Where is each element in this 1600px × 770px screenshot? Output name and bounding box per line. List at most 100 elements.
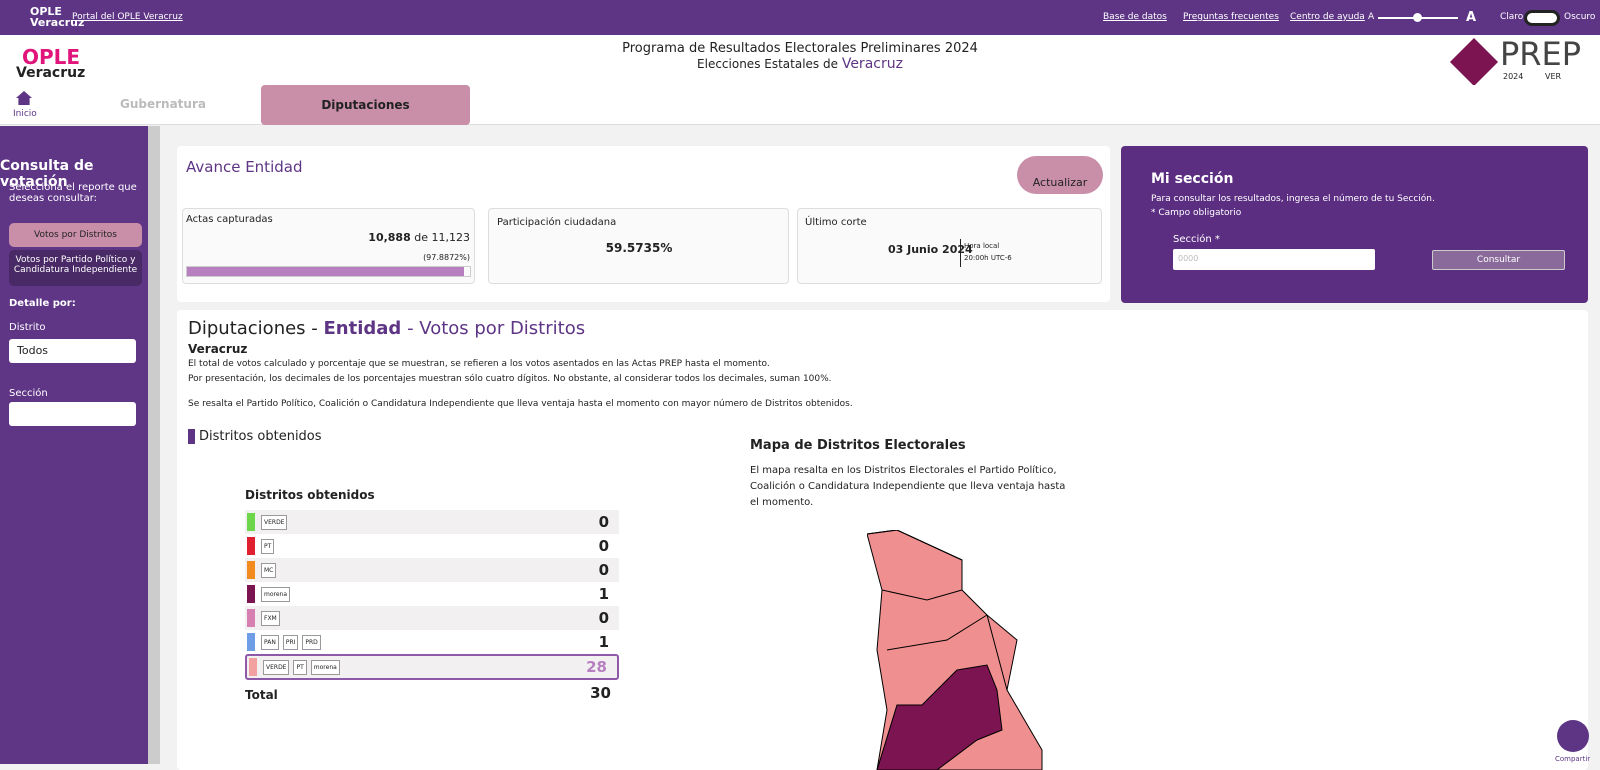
table-row[interactable]: VERDE 0 [245,510,619,534]
party-color [247,513,255,531]
label: Participación ciudadana [497,217,617,228]
map [867,530,1043,770]
header-title: Programa de Resultados Electorales Preli… [622,41,978,56]
divider [960,239,961,267]
table: VERDE 0 PT 0 MC 0 morena 1 FXM 0 PAN PRI PRD 1 VERDE PT… [245,510,619,680]
link[interactable]: Portal del OPLE Veracruz [72,12,183,22]
font-small[interactable]: A [1368,12,1375,22]
progress-track [186,266,471,277]
table-row[interactable]: morena 1 [245,582,619,606]
theme-toggle[interactable] [1524,10,1560,26]
title: Mi sección [1151,171,1234,187]
state: Veracruz [841,56,903,72]
detail: Detalle por: [9,298,76,309]
party-color [247,537,255,555]
map-text: El mapa resalta en los Distritos Elector… [750,465,1066,508]
label: Sección * [1173,234,1220,245]
state: Veracruz [188,342,248,356]
home[interactable]: Inicio [13,109,37,119]
districts: 0 [598,561,609,579]
table-row[interactable]: MC 0 [245,558,619,582]
option[interactable]: Votos por Partido Político y Candidatura… [9,250,142,286]
cut-box: Último corte 03 Junio 2024 Hora local 20… [797,208,1102,284]
option-active[interactable]: Votos por Distritos [9,223,142,247]
prep-year: 2024 [1503,72,1524,81]
of: de [414,231,428,244]
district-label: Distrito [9,322,46,333]
party-color [249,658,257,676]
main-title: Diputaciones - Entidad - Votos por Distr… [188,318,585,339]
participation-box: Participación ciudadana 59.5735% [488,208,789,284]
party-logo: PRD [302,634,321,650]
subtitle: Elecciones Estatales de [697,57,838,71]
share[interactable]: Compartir [1555,755,1591,763]
section-select[interactable] [9,402,136,426]
button[interactable]: Consultar [1432,250,1565,270]
party-logo: FXM [261,610,280,626]
logo-ople[interactable]: OPLE [22,45,81,69]
font-large[interactable]: A [1466,10,1477,25]
districts: 1 [598,585,609,603]
section-label: Sección [9,388,48,399]
t: - Votos por Distritos [407,318,586,339]
header-subtitle: Elecciones Estatales de Veracruz [400,56,1200,72]
note: Por presentación, los decimales de los p… [188,374,832,384]
slider-knob[interactable] [1413,13,1422,22]
logo-state: Veracruz [16,65,86,81]
cut-time: 20:00h UTC-6 [964,254,1012,262]
total: 11,123 [431,231,471,244]
label: Último corte [805,217,867,228]
table-title: Distritos obtenidos [245,488,375,502]
map-title: Mapa de Distritos Electorales [750,438,966,453]
prep-state: VER [1545,72,1562,81]
mi-seccion: Mi sección Para consultar los resultados… [1121,146,1588,303]
home-icon[interactable] [16,91,32,105]
districts: 28 [586,658,607,676]
cut-time-label: Hora local [964,242,1000,250]
tab[interactable]: Gubernatura [120,97,206,111]
district[interactable] [876,664,1003,770]
sidebar-title: Consulta de votación [0,158,94,190]
actas-box: Actas capturadas 10,888 de 11,123 (97.88… [182,208,475,284]
theme-dark: Oscuro [1564,12,1596,22]
table-row[interactable]: VERDE PT morena 28 [245,654,619,680]
progress-fill [187,267,465,276]
avance-card: Avance Entidad Actualizar Actas capturad… [177,146,1110,302]
required: * Campo obligatorio [1151,208,1242,218]
table-row[interactable]: FXM 0 [245,606,619,630]
link[interactable]: Preguntas frecuentes [1183,12,1279,22]
tab-active[interactable]: Diputaciones [261,85,470,125]
party-logo: VERDE [263,659,290,675]
party-color [247,633,255,651]
t: Entidad [323,318,402,339]
party-logo: PRI [282,634,299,650]
share-button[interactable] [1557,720,1589,752]
party-logo: PT [261,538,275,554]
party-color [247,561,255,579]
party-logo: PAN [261,634,279,650]
input[interactable]: 0000 [1173,249,1375,270]
scrollbar[interactable] [148,126,160,764]
district-select[interactable]: Todos [9,339,136,363]
participation: 59.5735% [605,241,673,255]
prompt: Selecciona el reporte que deseas consult… [9,182,137,204]
logo[interactable]: OPLE Veracruz [30,5,85,29]
table-row[interactable]: PT 0 [245,534,619,558]
refresh[interactable]: Actualizar [1017,156,1103,194]
table-row[interactable]: PAN PRI PRD 1 [245,630,619,654]
info: Para consultar los resultados, ingresa e… [1151,194,1435,204]
party-logo: morena [261,586,291,602]
label: Actas capturadas [186,214,273,225]
t: Diputaciones - [188,318,318,339]
party-logo: VERDE [261,514,288,530]
party-logo: PT [293,659,307,675]
link[interactable]: Centro de ayuda [1290,12,1365,22]
actas: 10,888 de 11,123 [368,231,470,244]
party-color [247,585,255,603]
avance-title: Avance Entidad [186,158,303,176]
top-bar: OPLE Veracruz Portal del OPLE Veracruz B… [0,0,1600,35]
cut-date: 03 Junio 2024 [888,243,973,256]
link[interactable]: Base de datos [1103,12,1167,22]
section-heading: Distritos obtenidos [188,429,322,444]
